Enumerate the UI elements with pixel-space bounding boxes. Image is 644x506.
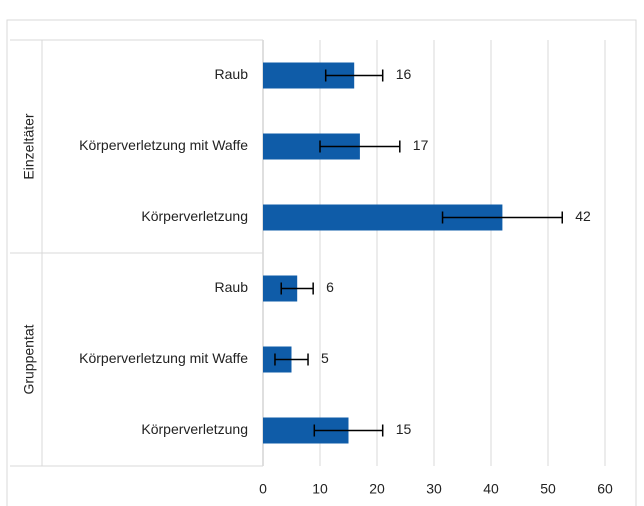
x-tick-label: 40 — [483, 481, 499, 497]
y-tick-label: Körperverletzung — [141, 208, 248, 224]
y-tick-label: Körperverletzung mit Waffe — [79, 137, 248, 153]
error-bar — [313, 424, 384, 437]
error-bar — [324, 69, 384, 82]
y-tick-label: Raub — [215, 66, 249, 82]
x-tick-label: 50 — [540, 481, 556, 497]
group-label: Gruppentat — [21, 324, 37, 394]
y-tick-label: Raub — [215, 279, 249, 295]
x-tick-label: 60 — [597, 481, 613, 497]
data-label: 15 — [396, 421, 412, 437]
y-tick-label: Körperverletzung mit Waffe — [79, 350, 248, 366]
x-tick-label: 10 — [312, 481, 328, 497]
data-label: 17 — [413, 137, 429, 153]
error-bar — [280, 282, 314, 295]
data-label: 16 — [396, 66, 412, 82]
x-tick-label: 30 — [426, 481, 442, 497]
error-bar — [441, 211, 563, 224]
data-label: 5 — [321, 350, 329, 366]
data-label: 42 — [575, 208, 591, 224]
error-bar — [319, 140, 401, 153]
y-tick-label: Körperverletzung — [141, 421, 248, 437]
group-label: Einzeltäter — [21, 113, 37, 179]
error-bar — [274, 353, 309, 366]
x-tick-label: 0 — [259, 481, 267, 497]
data-label: 6 — [326, 279, 334, 295]
chart-border — [6, 19, 637, 506]
x-tick-label: 20 — [369, 481, 385, 497]
